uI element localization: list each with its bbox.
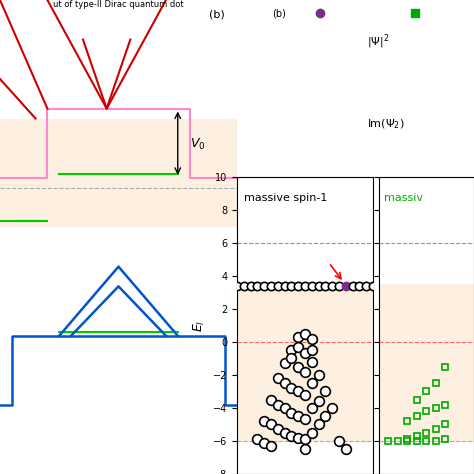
FancyBboxPatch shape [0, 118, 237, 227]
Text: ut of type-II Dirac quantum dot: ut of type-II Dirac quantum dot [53, 0, 184, 9]
Text: (b): (b) [273, 8, 286, 18]
Bar [237, 284, 373, 441]
Text: massive spin-1: massive spin-1 [244, 193, 327, 203]
Bar [379, 284, 474, 441]
Text: massiv: massiv [383, 193, 422, 203]
Text: $|\Psi|^2$: $|\Psi|^2$ [367, 32, 390, 51]
Text: $V_0$: $V_0$ [190, 137, 205, 152]
Text: (b): (b) [210, 10, 225, 20]
Y-axis label: $E_l$: $E_l$ [192, 319, 207, 331]
Text: $\mathrm{Im}(\Psi_2)$: $\mathrm{Im}(\Psi_2)$ [367, 117, 405, 131]
